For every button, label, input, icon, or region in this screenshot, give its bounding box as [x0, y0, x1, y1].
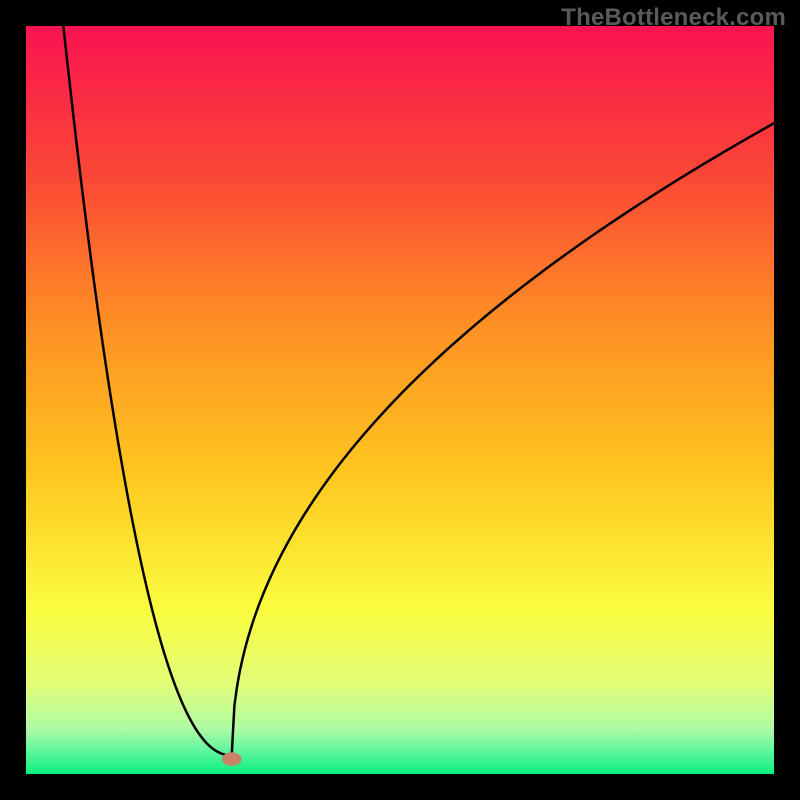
watermark-text: TheBottleneck.com	[561, 4, 786, 32]
chart-stage: TheBottleneck.com	[0, 0, 800, 800]
plot-background	[26, 26, 774, 774]
chart-svg	[0, 0, 800, 800]
optimal-point-marker	[222, 752, 241, 765]
